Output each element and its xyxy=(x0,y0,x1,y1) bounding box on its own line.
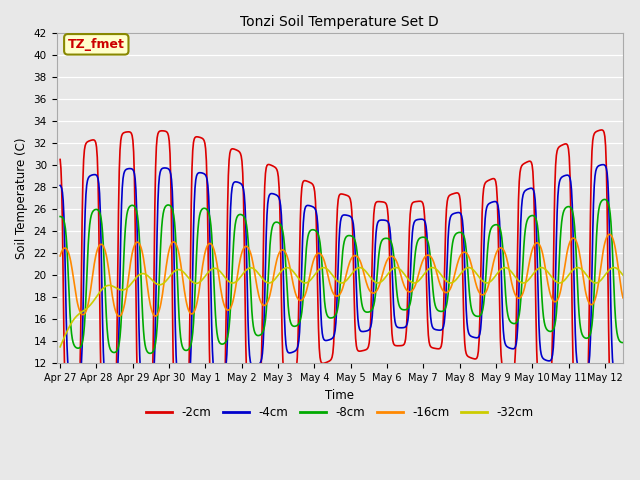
Title: Tonzi Soil Temperature Set D: Tonzi Soil Temperature Set D xyxy=(241,15,439,29)
-2cm xyxy=(461,340,468,346)
-32cm xyxy=(317,265,325,271)
-2cm xyxy=(619,404,627,410)
-2cm xyxy=(319,360,326,366)
-8cm xyxy=(297,314,305,320)
-4cm xyxy=(143,388,151,394)
-8cm xyxy=(56,214,64,219)
-16cm xyxy=(619,295,627,301)
-4cm xyxy=(599,162,607,168)
-32cm xyxy=(296,277,304,283)
-32cm xyxy=(59,339,67,345)
-4cm xyxy=(474,335,482,340)
Line: -32cm: -32cm xyxy=(60,267,623,347)
-16cm xyxy=(136,241,143,247)
-4cm xyxy=(461,263,468,269)
Legend: -2cm, -4cm, -8cm, -16cm, -32cm: -2cm, -4cm, -8cm, -16cm, -32cm xyxy=(141,401,538,423)
X-axis label: Time: Time xyxy=(325,389,355,402)
-16cm xyxy=(474,288,482,294)
-32cm xyxy=(619,272,627,278)
-16cm xyxy=(319,253,326,259)
-4cm xyxy=(56,182,64,188)
Text: TZ_fmet: TZ_fmet xyxy=(68,38,125,51)
-4cm xyxy=(297,289,305,295)
-4cm xyxy=(135,323,143,329)
-16cm xyxy=(115,313,123,319)
-2cm xyxy=(598,127,605,133)
-32cm xyxy=(56,344,64,350)
-8cm xyxy=(59,215,67,220)
-16cm xyxy=(297,298,305,303)
-2cm xyxy=(56,156,64,162)
-8cm xyxy=(474,313,482,319)
-4cm xyxy=(59,190,67,195)
-32cm xyxy=(135,272,143,278)
-8cm xyxy=(619,340,627,346)
-16cm xyxy=(461,249,468,255)
-2cm xyxy=(141,425,149,431)
-4cm xyxy=(319,330,326,336)
-8cm xyxy=(319,266,326,272)
Line: -2cm: -2cm xyxy=(60,130,623,428)
Line: -16cm: -16cm xyxy=(60,234,623,316)
-8cm xyxy=(147,350,154,356)
-2cm xyxy=(297,195,305,201)
Line: -8cm: -8cm xyxy=(60,200,623,353)
-2cm xyxy=(474,348,482,354)
-8cm xyxy=(601,197,609,203)
-32cm xyxy=(460,267,468,273)
-8cm xyxy=(461,236,468,242)
Y-axis label: Soil Temperature (C): Soil Temperature (C) xyxy=(15,137,28,259)
-4cm xyxy=(619,375,627,381)
-8cm xyxy=(135,228,143,234)
-16cm xyxy=(605,231,613,237)
-16cm xyxy=(56,253,64,259)
Line: -4cm: -4cm xyxy=(60,165,623,391)
-2cm xyxy=(135,417,143,423)
-2cm xyxy=(59,223,67,228)
-32cm xyxy=(610,264,618,270)
-32cm xyxy=(474,272,481,278)
-16cm xyxy=(59,247,67,253)
